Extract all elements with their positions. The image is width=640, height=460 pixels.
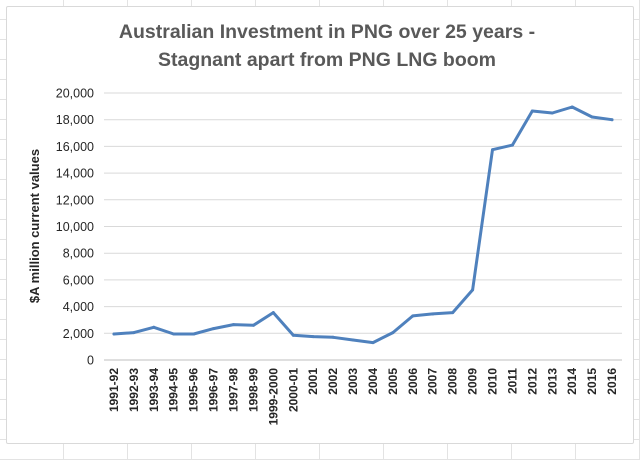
y-tick-label: 10,000: [56, 220, 94, 234]
data-point[interactable]: [152, 325, 156, 329]
data-point[interactable]: [451, 311, 455, 315]
data-point[interactable]: [351, 338, 355, 342]
data-point[interactable]: [610, 118, 614, 122]
x-tick-label: 2007: [426, 368, 440, 395]
y-tick-label: 0: [87, 354, 94, 368]
x-tick-label: 2011: [505, 368, 519, 394]
y-tick-label: 2,000: [63, 327, 94, 341]
x-tick-label: 1994-95: [167, 368, 181, 412]
data-point[interactable]: [212, 327, 216, 331]
data-point[interactable]: [590, 115, 594, 119]
data-point[interactable]: [391, 331, 395, 335]
chart-title-line-1: Australian Investment in PNG over 25 yea…: [119, 21, 535, 43]
chart-title-line-2: Stagnant apart from PNG LNG boom: [158, 49, 496, 71]
x-tick-label: 1991-92: [107, 368, 121, 412]
x-tick-labels: 1991-92 1992-93 1993-94 1994-95 1995-96 1996-…: [107, 368, 619, 426]
data-point[interactable]: [192, 332, 196, 336]
y-tick-label: 14,000: [56, 167, 94, 181]
data-point[interactable]: [550, 111, 554, 115]
data-point[interactable]: [371, 341, 375, 345]
x-tick-label: 1996-97: [207, 368, 221, 412]
x-tick-label: 2008: [446, 368, 460, 395]
y-axis-label: $A million current values: [27, 149, 42, 303]
data-point[interactable]: [251, 323, 255, 327]
y-tick-labels: 0 2,000 4,000 6,000 8,000 10,000 12,000 14,000 1…: [56, 87, 94, 368]
data-point[interactable]: [311, 335, 315, 339]
x-tick-label: 2016: [605, 368, 619, 395]
gridlines: [104, 92, 622, 361]
y-tick-label: 8,000: [63, 247, 94, 261]
series-line[interactable]: [112, 105, 614, 345]
y-tick-label: 18,000: [56, 113, 94, 127]
x-tick-label: 2004: [366, 368, 380, 395]
x-tick-label: 2005: [386, 368, 400, 395]
data-point[interactable]: [570, 105, 574, 109]
data-point[interactable]: [471, 288, 475, 292]
data-point[interactable]: [411, 314, 415, 318]
x-tick-label: 2015: [585, 368, 599, 395]
data-point[interactable]: [112, 332, 116, 336]
data-point[interactable]: [510, 143, 514, 147]
x-tick-label: 2002: [326, 368, 340, 395]
y-tick-label: 6,000: [63, 273, 94, 287]
x-tick-label: 2010: [486, 368, 500, 395]
y-tick-label: 20,000: [56, 87, 94, 101]
y-tick-label: 12,000: [56, 193, 94, 207]
y-tick-label: 16,000: [56, 140, 94, 154]
x-tick-label: 2014: [565, 368, 579, 395]
x-tick-label: 2012: [525, 368, 539, 395]
data-point[interactable]: [291, 333, 295, 337]
data-point[interactable]: [132, 331, 136, 335]
data-point[interactable]: [271, 311, 275, 315]
x-tick-label: 2003: [346, 368, 360, 395]
data-point[interactable]: [331, 335, 335, 339]
x-tick-label: 2006: [406, 368, 420, 395]
chart-area[interactable]: [6, 6, 634, 444]
x-tick-label: 1999-2000: [266, 368, 280, 426]
x-tick-label: 2000-01: [286, 368, 300, 412]
x-tick-label: 2013: [545, 368, 559, 395]
y-tick-label: 4,000: [63, 300, 94, 314]
x-tick-label: 1993-94: [147, 368, 161, 412]
data-point[interactable]: [232, 323, 235, 327]
x-tick-label: 1995-96: [187, 368, 201, 412]
x-tick-label: 1997-98: [227, 368, 241, 412]
data-point[interactable]: [172, 332, 176, 336]
x-tick-label: 2001: [306, 368, 320, 395]
data-point[interactable]: [431, 312, 435, 316]
series-layer: [112, 105, 614, 345]
x-tick-label: 1992-93: [127, 368, 141, 412]
data-point[interactable]: [530, 109, 534, 113]
data-point[interactable]: [491, 148, 494, 152]
x-tick-label: 2009: [466, 368, 480, 395]
x-tick-label: 1998-99: [246, 368, 260, 412]
